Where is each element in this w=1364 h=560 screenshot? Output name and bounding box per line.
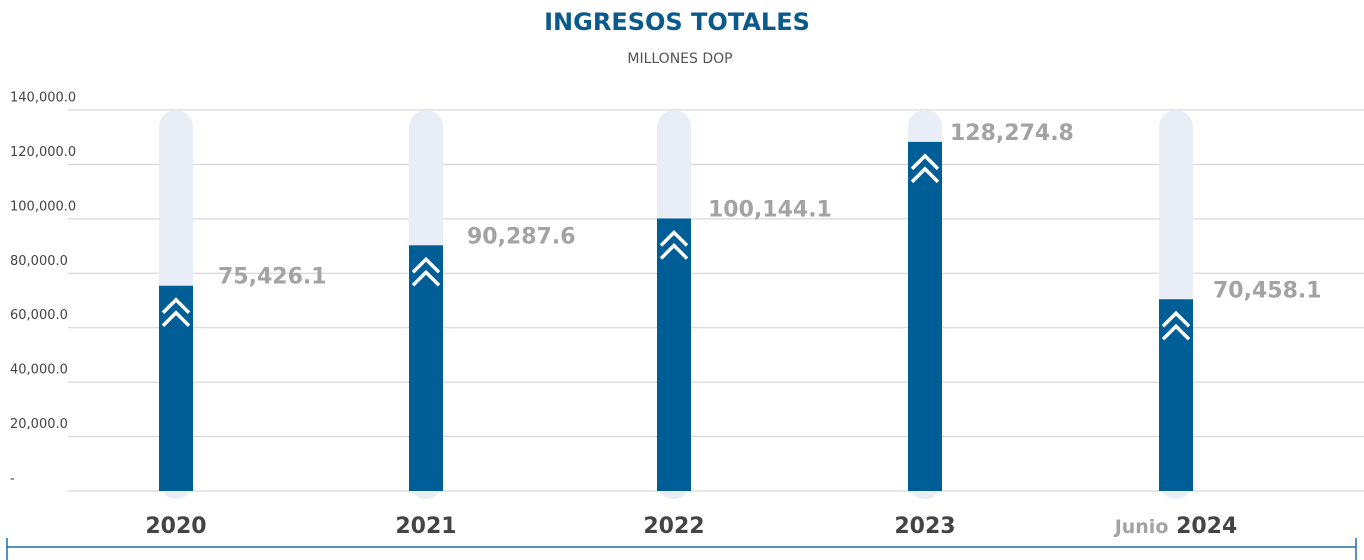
chevron [910,166,940,184]
chevron [161,297,191,314]
x-tick-year: 2023 [894,514,955,539]
chevron [161,310,191,327]
x-tick-label: 2022 [643,514,704,539]
y-tick-label: 20,000.0 [10,417,68,432]
x-tick-label: Junio 2024 [1113,514,1238,539]
x-tick-space [1168,514,1176,539]
bar [159,285,193,491]
y-tick-label: 60,000.0 [10,308,68,323]
chart-subtitle: MILLONES DOP [627,51,732,67]
chart-title: INGRESOS TOTALES [544,8,810,36]
chevron-icon [1161,310,1191,341]
value-label: 90,287.6 [467,224,576,249]
x-tick-label: 2023 [894,514,955,539]
x-tick-year: 2020 [145,514,206,539]
y-tick-label: 100,000.0 [10,199,76,214]
y-tick-label: 40,000.0 [10,363,68,378]
y-tick-label: - [10,472,15,487]
bar [409,245,443,491]
chevron [910,153,940,171]
chevron [411,269,441,287]
chevron-icon [161,297,191,327]
x-tick-label: 2021 [395,514,456,539]
chevron [1161,310,1191,328]
x-tick-year: 2021 [395,514,456,539]
x-tick-prefix: Junio [1113,516,1169,538]
chevron [659,242,689,260]
chevron-icon [910,153,940,184]
value-label: 75,426.1 [218,265,327,290]
x-tick-label: 2020 [145,514,206,539]
bottom-bracket [6,538,1357,560]
chevron-icon [659,229,689,260]
value-label: 100,144.1 [708,197,832,222]
value-label: 70,458.1 [1213,278,1322,303]
x-tick-year: 2024 [1176,514,1237,539]
chevron [1161,323,1191,341]
chevron [659,229,689,247]
y-tick-label: 140,000.0 [10,91,76,106]
y-tick-label: 80,000.0 [10,254,68,269]
bar [1159,299,1193,491]
x-tick-year: 2022 [643,514,704,539]
value-label: 128,274.8 [950,121,1074,146]
bar [657,218,691,492]
chevron [411,256,441,274]
y-tick-label: 120,000.0 [10,145,76,160]
bar [908,141,942,491]
chevron-icon [411,256,441,287]
